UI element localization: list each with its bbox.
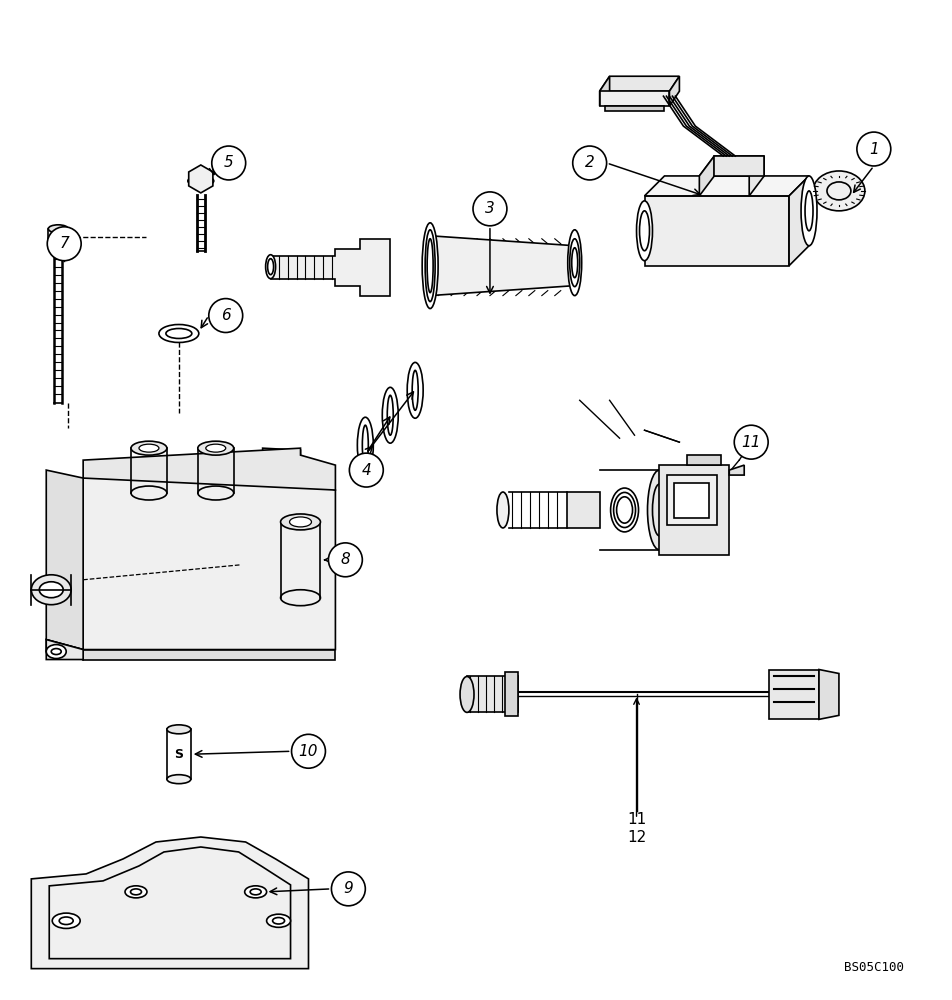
Polygon shape — [687, 455, 722, 465]
Bar — [674, 483, 709, 518]
Ellipse shape — [52, 913, 80, 928]
Ellipse shape — [813, 171, 864, 211]
Bar — [667, 475, 717, 525]
Polygon shape — [47, 470, 83, 650]
Circle shape — [331, 872, 366, 906]
Ellipse shape — [245, 886, 267, 898]
Polygon shape — [600, 76, 680, 91]
Circle shape — [291, 734, 326, 768]
Polygon shape — [700, 156, 714, 196]
Polygon shape — [270, 239, 390, 296]
Text: 9: 9 — [344, 881, 353, 896]
Ellipse shape — [647, 470, 671, 550]
Ellipse shape — [357, 417, 373, 473]
Text: 4: 4 — [362, 463, 371, 478]
Ellipse shape — [289, 517, 311, 527]
Ellipse shape — [407, 362, 423, 418]
Ellipse shape — [198, 486, 233, 500]
Polygon shape — [714, 156, 764, 176]
Ellipse shape — [422, 223, 438, 309]
Polygon shape — [749, 156, 764, 196]
Circle shape — [208, 299, 243, 332]
Text: 5: 5 — [224, 155, 233, 170]
Ellipse shape — [567, 230, 582, 296]
Polygon shape — [600, 76, 609, 106]
Polygon shape — [188, 165, 213, 193]
Polygon shape — [430, 236, 575, 296]
Polygon shape — [47, 640, 83, 660]
Ellipse shape — [383, 387, 398, 443]
Ellipse shape — [801, 176, 817, 246]
Circle shape — [328, 543, 363, 577]
Ellipse shape — [198, 441, 233, 455]
Polygon shape — [789, 176, 809, 266]
Polygon shape — [645, 196, 789, 266]
Text: 3: 3 — [486, 201, 495, 216]
Polygon shape — [729, 465, 744, 475]
Text: 7: 7 — [59, 236, 69, 251]
Ellipse shape — [281, 514, 321, 530]
Polygon shape — [49, 229, 69, 245]
Circle shape — [734, 425, 768, 459]
Text: 2: 2 — [585, 155, 595, 170]
Ellipse shape — [266, 255, 275, 279]
Ellipse shape — [131, 486, 167, 500]
Text: 12: 12 — [627, 830, 646, 845]
Ellipse shape — [460, 676, 474, 712]
Ellipse shape — [637, 201, 652, 261]
Ellipse shape — [39, 582, 63, 598]
Circle shape — [473, 192, 506, 226]
Text: 1: 1 — [869, 142, 879, 157]
Polygon shape — [600, 91, 669, 106]
Circle shape — [211, 146, 246, 180]
Ellipse shape — [497, 492, 509, 528]
Circle shape — [573, 146, 606, 180]
Text: 6: 6 — [221, 308, 230, 323]
Ellipse shape — [167, 725, 190, 734]
Ellipse shape — [31, 575, 71, 605]
Polygon shape — [566, 492, 600, 528]
Polygon shape — [47, 640, 83, 660]
Polygon shape — [467, 676, 518, 712]
Ellipse shape — [47, 645, 67, 659]
Ellipse shape — [49, 225, 69, 233]
Polygon shape — [83, 448, 335, 650]
Text: BS05C100: BS05C100 — [843, 961, 903, 974]
Ellipse shape — [206, 444, 226, 452]
Text: S: S — [174, 748, 184, 761]
Ellipse shape — [139, 444, 159, 452]
Text: 11: 11 — [627, 812, 646, 827]
Text: 10: 10 — [299, 744, 318, 759]
Circle shape — [349, 453, 384, 487]
Polygon shape — [769, 670, 819, 719]
Polygon shape — [819, 670, 839, 719]
Polygon shape — [700, 156, 764, 176]
Text: 8: 8 — [341, 552, 350, 567]
Ellipse shape — [167, 775, 190, 784]
Circle shape — [857, 132, 891, 166]
Polygon shape — [31, 837, 308, 969]
Ellipse shape — [188, 176, 214, 186]
Ellipse shape — [281, 590, 321, 606]
Polygon shape — [505, 672, 518, 716]
Ellipse shape — [159, 325, 199, 342]
Polygon shape — [83, 448, 335, 490]
Ellipse shape — [131, 441, 167, 455]
Polygon shape — [660, 465, 729, 555]
Text: 11: 11 — [742, 435, 761, 450]
Ellipse shape — [125, 886, 147, 898]
Polygon shape — [669, 76, 680, 106]
Polygon shape — [83, 650, 335, 660]
Polygon shape — [605, 106, 664, 111]
Polygon shape — [645, 176, 809, 196]
Ellipse shape — [267, 914, 290, 927]
Circle shape — [48, 227, 81, 261]
